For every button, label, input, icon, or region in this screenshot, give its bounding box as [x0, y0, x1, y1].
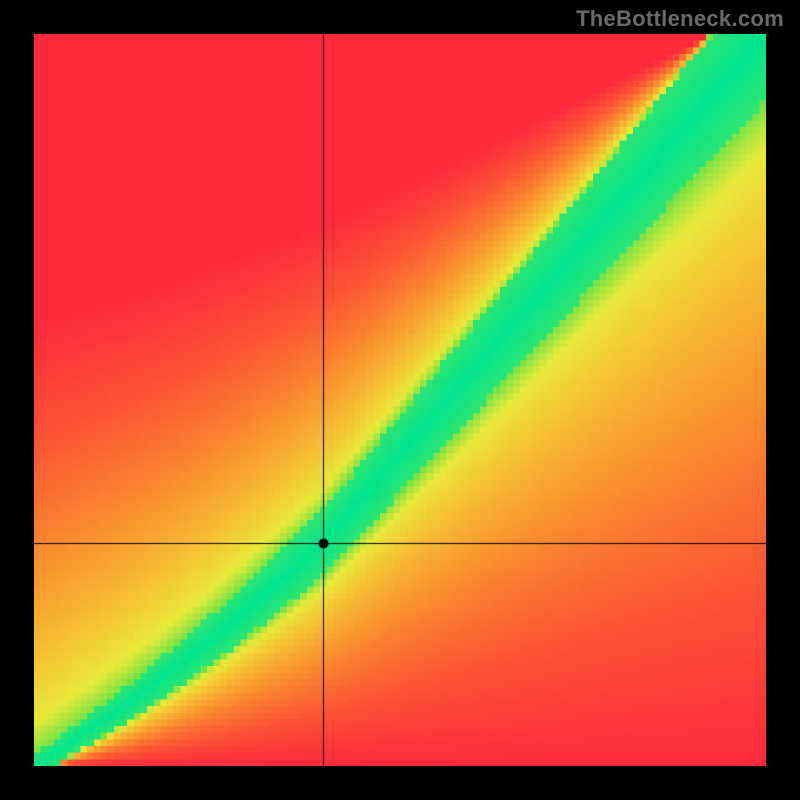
page-root: TheBottleneck.com [0, 0, 800, 800]
crosshair-overlay [34, 34, 766, 766]
watermark-text: TheBottleneck.com [576, 6, 784, 32]
